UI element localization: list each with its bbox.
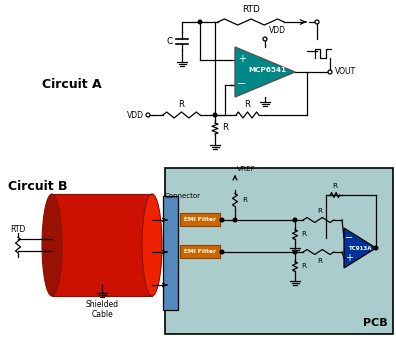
Circle shape bbox=[374, 246, 378, 250]
Circle shape bbox=[293, 250, 297, 254]
Circle shape bbox=[233, 218, 237, 222]
Circle shape bbox=[263, 37, 267, 41]
Circle shape bbox=[220, 218, 224, 222]
Text: VDD: VDD bbox=[269, 26, 286, 35]
Text: Shielded
Cable: Shielded Cable bbox=[86, 300, 118, 319]
Circle shape bbox=[220, 250, 224, 254]
Text: +: + bbox=[345, 253, 353, 263]
Text: −: − bbox=[345, 233, 353, 243]
Text: R: R bbox=[301, 263, 306, 269]
Text: VREF: VREF bbox=[237, 166, 256, 172]
Bar bbox=[165, 168, 393, 334]
Text: −: − bbox=[237, 80, 247, 89]
Bar bbox=[163, 196, 178, 310]
Circle shape bbox=[198, 20, 202, 24]
Text: R: R bbox=[317, 208, 322, 214]
Text: R: R bbox=[317, 258, 322, 264]
Polygon shape bbox=[344, 228, 376, 268]
Text: Connector: Connector bbox=[164, 193, 200, 199]
Circle shape bbox=[146, 113, 150, 117]
Bar bbox=[180, 245, 220, 258]
Text: R: R bbox=[301, 231, 306, 237]
Circle shape bbox=[315, 20, 319, 24]
Text: MCP6541: MCP6541 bbox=[248, 67, 286, 73]
Polygon shape bbox=[235, 47, 295, 97]
Text: TC913A: TC913A bbox=[349, 245, 373, 251]
Text: Circuit A: Circuit A bbox=[42, 79, 102, 92]
Text: Circuit B: Circuit B bbox=[8, 180, 67, 194]
Text: VOUT: VOUT bbox=[335, 66, 356, 76]
Text: R: R bbox=[222, 123, 228, 133]
Circle shape bbox=[213, 113, 217, 117]
Text: EMI Filter: EMI Filter bbox=[184, 217, 216, 222]
Text: VDD: VDD bbox=[127, 111, 144, 120]
Text: R: R bbox=[333, 183, 337, 189]
Text: R: R bbox=[245, 100, 250, 109]
Text: +: + bbox=[238, 55, 246, 64]
Ellipse shape bbox=[42, 194, 62, 296]
Text: EMI Filter: EMI Filter bbox=[184, 249, 216, 254]
Text: C: C bbox=[167, 37, 173, 45]
Text: R: R bbox=[242, 197, 247, 203]
Text: RTD: RTD bbox=[242, 5, 260, 14]
Bar bbox=[52, 194, 152, 296]
Circle shape bbox=[293, 218, 297, 222]
Text: PCB: PCB bbox=[364, 318, 388, 328]
Circle shape bbox=[328, 70, 332, 74]
Text: R: R bbox=[179, 100, 185, 109]
Ellipse shape bbox=[142, 194, 162, 296]
Text: RTD: RTD bbox=[10, 224, 26, 234]
Bar bbox=[180, 213, 220, 226]
